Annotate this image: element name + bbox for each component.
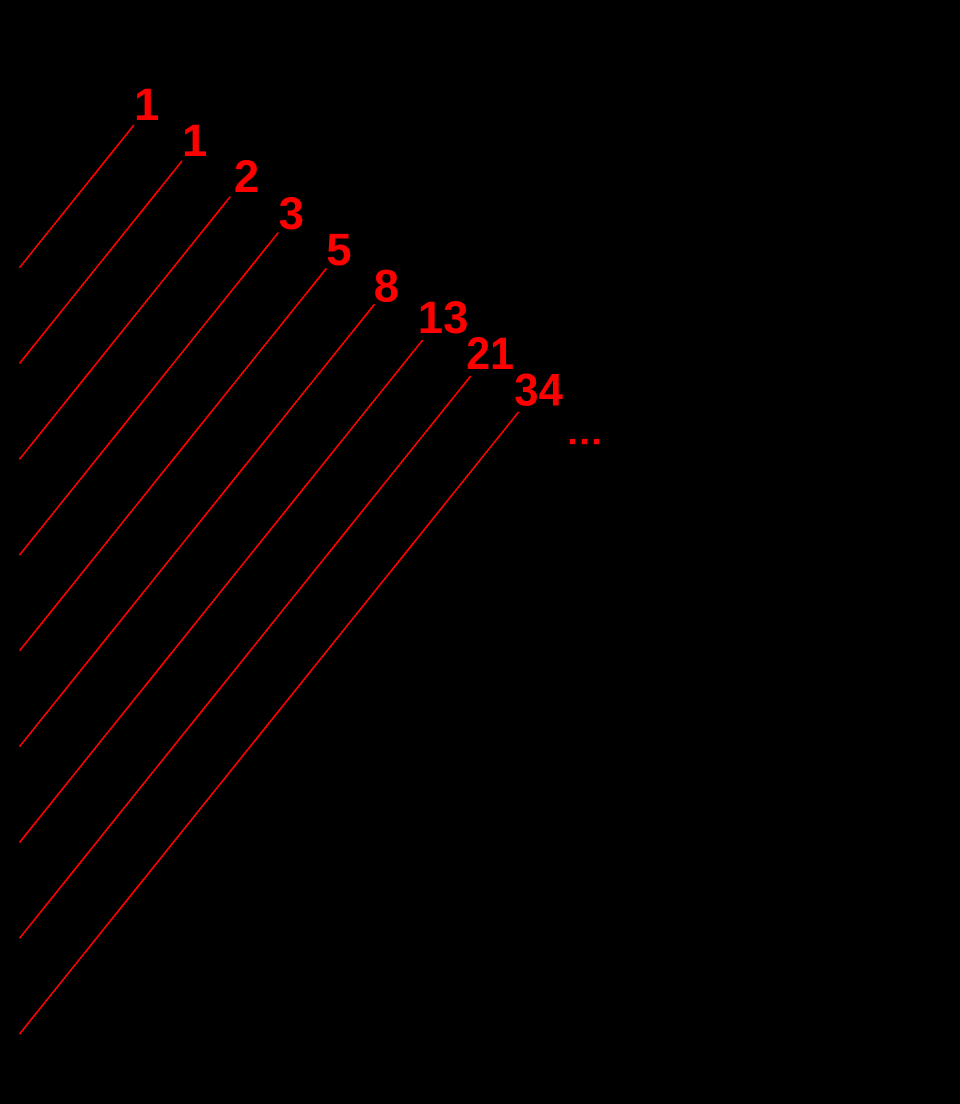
svg-text:34: 34	[514, 364, 563, 415]
svg-text:3: 3	[279, 188, 304, 239]
svg-text:1: 1	[182, 115, 207, 166]
svg-text:21: 21	[466, 328, 514, 379]
svg-text:8: 8	[374, 260, 399, 311]
svg-text:1: 1	[134, 79, 159, 130]
svg-text:2: 2	[234, 151, 259, 202]
svg-text:5: 5	[326, 224, 351, 275]
svg-text:13: 13	[418, 292, 469, 343]
